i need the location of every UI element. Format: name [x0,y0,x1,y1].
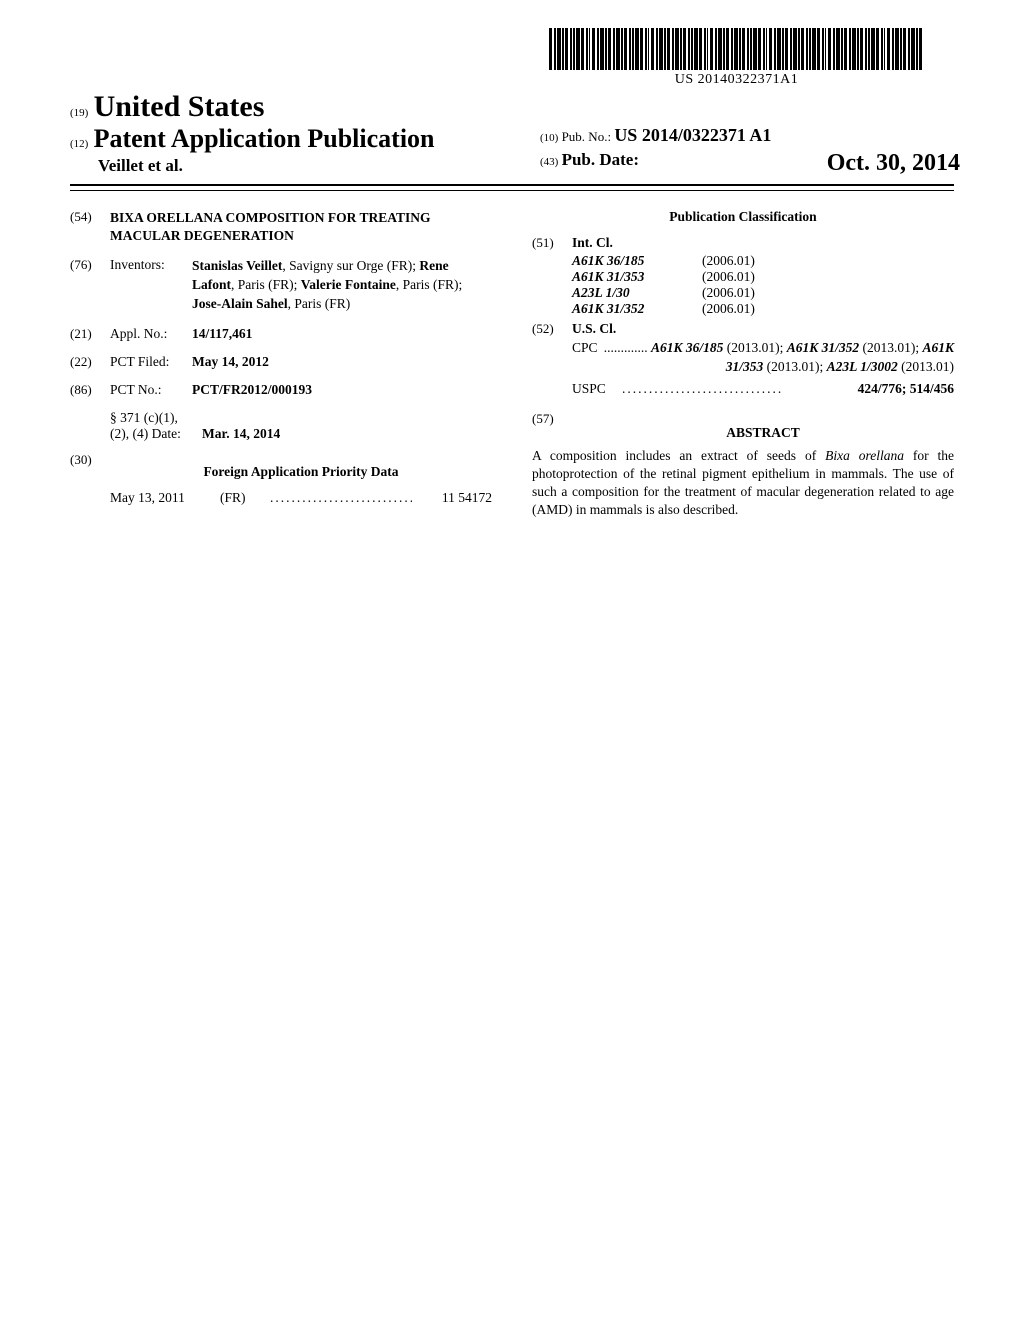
intcl-label: Int. Cl. [572,235,654,251]
pctfiled-value: May 14, 2012 [192,354,492,370]
foreign-date: May 13, 2011 [110,490,220,506]
abstract-heading-entry: (57) ABSTRACT [532,411,954,447]
pubno-code: (10) [540,132,558,144]
foreign-heading-entry: (30) Foreign Application Priority Data [70,452,492,490]
uspc-value: 424/776; 514/456 [858,381,954,397]
pctfiled-entry: (22) PCT Filed: May 14, 2012 [70,354,492,370]
foreign-number: 11 54172 [412,490,492,506]
pub-type: Patent Application Publication [94,124,435,153]
intcl-row: A61K 36/185(2006.01) [572,253,954,269]
uscl-entry: (52) U.S. Cl. [532,321,954,337]
abstract-code: (57) [532,411,572,447]
cpc-text: ............. A61K 36/185 (2013.01); A61… [604,340,954,374]
abstract-body: A composition includes an extract of see… [532,447,954,520]
pctno-label: PCT No.: [110,382,192,398]
right-column: Publication Classification (51) Int. Cl.… [532,209,954,520]
country-code: (19) [70,107,88,119]
intcl-row: A61K 31/352(2006.01) [572,301,954,317]
inventors-label: Inventors: [110,257,192,314]
pctno-value: PCT/FR2012/000193 [192,382,492,398]
intcl-entry: (51) Int. Cl. [532,235,954,251]
pubdate-code: (43) [540,156,558,168]
country-line: (19) United States [70,90,954,124]
intcl-row: A61K 31/353(2006.01) [572,269,954,285]
right-header: (10) Pub. No.: US 2014/0322371 A1 (43) P… [540,125,960,177]
foreign-row: May 13, 2011 (FR) ......................… [110,490,492,506]
thin-divider [70,190,954,191]
intcl-row: A23L 1/30(2006.01) [572,285,954,301]
pubno-line: (10) Pub. No.: US 2014/0322371 A1 [540,125,960,146]
uspc-dots: .............................. [622,381,858,397]
applno-label: Appl. No.: [110,326,192,342]
pctfiled-label: PCT Filed: [110,354,192,370]
body-columns: (54) BIXA ORELLANA COMPOSITION FOR TREAT… [70,209,954,520]
pubdate-line: (43) Pub. Date: Oct. 30, 2014 [540,150,960,170]
applno-entry: (21) Appl. No.: 14/117,461 [70,326,492,342]
barcode-text: US 20140322371A1 [549,72,924,88]
applno-code: (21) [70,326,110,342]
title-code: (54) [70,209,110,245]
section371-entry: § 371 (c)(1), (2), (4) Date: Mar. 14, 20… [110,410,492,442]
classification-title: Publication Classification [532,209,954,225]
pubno-value: US 2014/0322371 A1 [614,125,771,145]
uspc-row: USPC .............................. 424/… [572,381,954,397]
foreign-code: (30) [70,452,110,490]
foreign-title: Foreign Application Priority Data [110,464,492,480]
country-name: United States [94,90,265,123]
pub-type-code: (12) [70,138,88,150]
barcode-graphic [549,28,924,70]
pubno-label: Pub. No.: [562,129,611,144]
foreign-dots: ........................... [270,490,412,506]
section371-label: § 371 (c)(1), (2), (4) Date: [110,410,202,442]
uspc-lead: USPC [572,381,622,397]
section371-value: Mar. 14, 2014 [202,426,280,442]
inventors-code: (76) [70,257,110,314]
left-column: (54) BIXA ORELLANA COMPOSITION FOR TREAT… [70,209,492,520]
intcl-rows: A61K 36/185(2006.01)A61K 31/353(2006.01)… [532,253,954,317]
pubdate-value: Oct. 30, 2014 [827,150,960,177]
abstract-title: ABSTRACT [572,425,954,441]
uscl-code: (52) [532,321,572,337]
inventors-entry: (76) Inventors: Stanislas Veillet, Savig… [70,257,492,314]
pctno-entry: (86) PCT No.: PCT/FR2012/000193 [70,382,492,398]
pubdate-label: Pub. Date: [562,150,639,169]
cpc-lead: CPC [572,339,598,358]
invention-title-entry: (54) BIXA ORELLANA COMPOSITION FOR TREAT… [70,209,492,245]
cpc-block: CPC ............. A61K 36/185 (2013.01);… [572,339,954,377]
pctfiled-code: (22) [70,354,110,370]
invention-title: BIXA ORELLANA COMPOSITION FOR TREATING M… [110,209,492,245]
thick-divider [70,184,954,186]
barcode-block: US 20140322371A1 [549,28,924,88]
uscl-label: U.S. Cl. [572,321,654,337]
intcl-code: (51) [532,235,572,251]
pctno-code: (86) [70,382,110,398]
inventors-value: Stanislas Veillet, Savigny sur Orge (FR)… [192,257,492,314]
foreign-country: (FR) [220,490,270,506]
applno-value: 14/117,461 [192,326,492,342]
